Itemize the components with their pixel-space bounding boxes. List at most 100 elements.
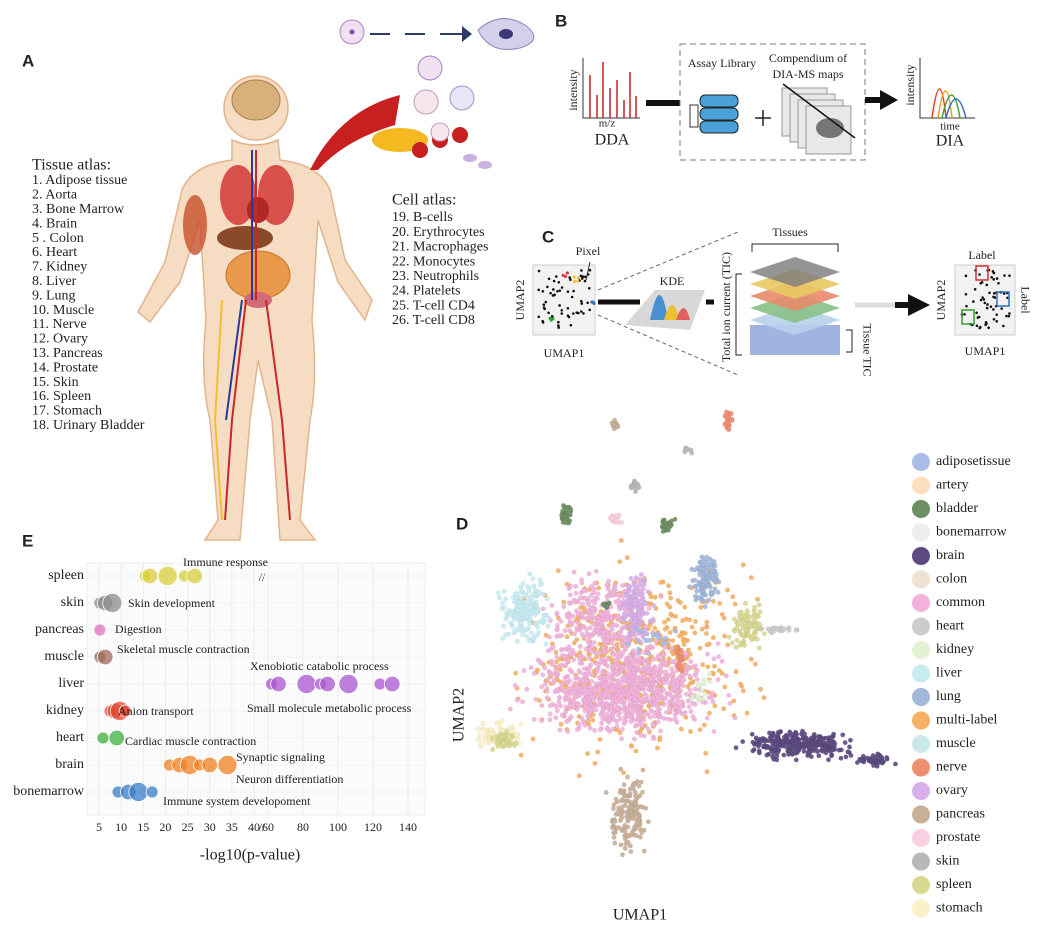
umap-point [528,665,534,671]
axis-label: UMAP2 [934,280,948,321]
umap-point [682,604,688,610]
umap-point [624,593,630,599]
umap-point [571,698,576,704]
umap-point [685,447,690,452]
umap-point [663,640,669,646]
umap-point [596,675,602,681]
tissue-item: 15. Skin [32,375,79,390]
umap-point [585,751,590,756]
umap-point [599,678,605,684]
umap-point [639,608,645,614]
umap-point [836,747,842,753]
umap-point [512,628,518,634]
umap-point [617,710,623,716]
legend-swatch [912,688,930,706]
umap-point [848,753,854,758]
umap-point [651,696,657,702]
umap-point [662,626,668,632]
pixel-dot [992,308,995,311]
umap-point [629,813,635,819]
umap-point [674,695,680,701]
umap-point [527,571,533,577]
umap-point [575,701,581,707]
pixel-dot [995,313,998,316]
x-tick-label: 120 [364,820,382,834]
umap-point [740,625,746,631]
umap-point [610,726,616,732]
annotation: Digestion [115,622,162,636]
pixel-dot [985,283,989,287]
pixel-dot [995,320,999,323]
umap-point [767,730,772,736]
umap-point [700,557,706,563]
umap-point [554,633,560,639]
umap-point [518,620,524,626]
umap-point [783,738,789,744]
umap-point [644,631,650,637]
umap-point [554,610,560,616]
umap-point [630,708,636,714]
umap-point [610,806,616,812]
umap-point [657,691,663,697]
umap-point [622,624,628,630]
umap-point [711,729,717,735]
umap-point [542,613,548,619]
umap-point [597,727,603,733]
bubble [157,566,178,587]
bubble [108,729,125,747]
umap-point [639,722,645,728]
umap-point [752,623,758,629]
umap-point [673,628,679,634]
umap-point [588,706,594,712]
bubble [338,674,359,695]
pixel-dot [1003,274,1006,277]
umap-point [604,593,610,599]
umap-point [579,612,585,618]
umap-point [660,529,666,534]
umap-point [587,613,593,619]
umap-point [531,670,537,676]
umap-point [568,506,574,512]
tissue-item: 6. Heart [32,245,77,260]
pixel-dot [977,315,981,319]
umap-point [642,675,648,681]
umap-point [670,638,676,644]
umap-point [640,634,646,640]
umap-point [758,626,764,632]
x-tick-label: 60 [262,820,274,834]
umap-point [660,522,666,528]
pixel-dot [965,304,968,308]
umap-point [729,640,735,646]
cell-item: 23. Neutrophils [392,269,479,284]
umap-point [623,645,629,651]
umap-point [821,740,827,746]
legend-swatch [912,547,930,565]
umap-point [711,598,716,604]
umap-point [508,612,514,618]
umap-point [653,638,659,644]
pixel-dot [1006,296,1009,300]
umap-point [672,712,678,718]
umap-point [756,743,761,749]
umap-point [652,664,658,670]
umap-point [615,706,621,712]
umap-point [518,595,524,601]
umap-point [562,513,568,519]
umap-point [671,676,677,682]
umap-point [525,610,531,616]
umap-point [709,694,715,700]
umap-point [565,680,571,686]
umap-point [618,818,623,824]
pixel-dot [1008,312,1011,315]
umap-point [616,592,622,598]
umap-point [843,754,849,760]
umap-point [539,718,545,724]
umap-point [687,584,692,590]
umap-point [554,708,560,714]
bubble [217,755,238,776]
umap-point [594,654,599,660]
umap-point [579,632,585,637]
pixel-dot [576,279,580,283]
pixel-dot [560,286,564,289]
umap-point [707,678,713,684]
